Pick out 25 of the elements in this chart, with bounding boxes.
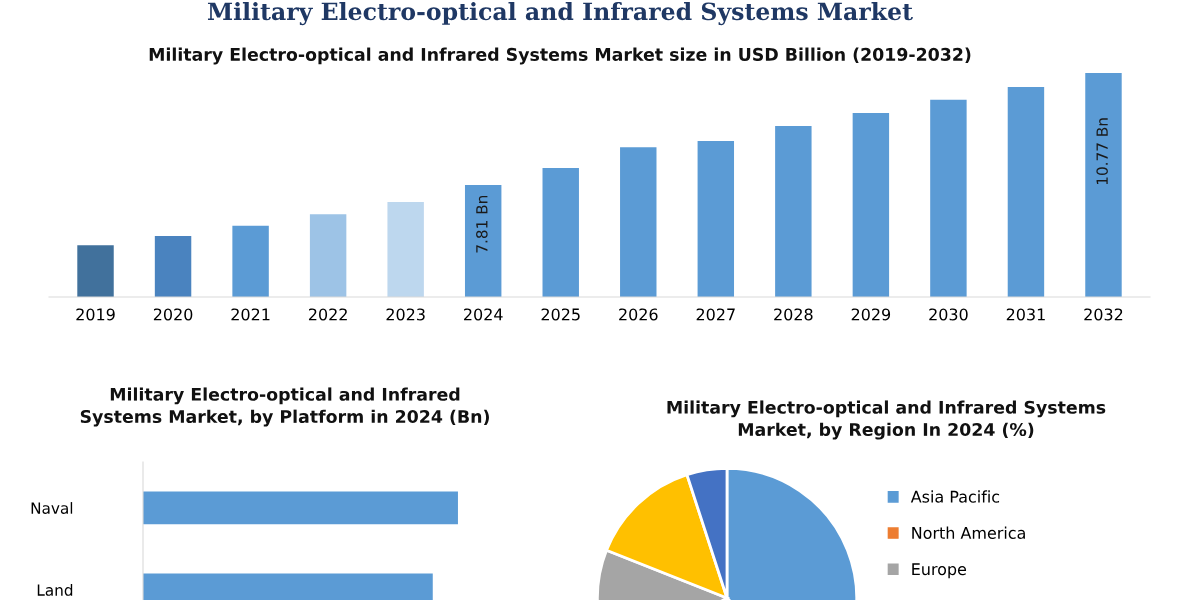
legend-label: North America (912, 526, 1025, 539)
data-label: 10.77 Bn (1096, 118, 1108, 185)
x-tick-label: 2020 (153, 308, 193, 321)
y-tick-label: Naval (31, 502, 73, 514)
x-tick-label: 2026 (619, 308, 658, 321)
chart-title: Military Electro-optical and Infrared Systems Market (207, 2, 913, 26)
x-tick-label: 2030 (929, 308, 968, 321)
x-tick-label: 2021 (231, 308, 270, 321)
chart-title: Military Electro-optical and Infrared Systems Market, by Platform in 2024 (Bn) (80, 387, 489, 427)
data-label: 7.81 Bn (476, 195, 488, 253)
x-tick-label: 2019 (76, 308, 115, 321)
legend-label: Asia Pacific (910, 490, 1000, 503)
x-tick-label: 2025 (541, 308, 580, 321)
chart-subtitle: Military Electro-optical and Infrared Systems Market size in USD Billion (2019-2032) (149, 47, 971, 65)
y-tick-label: Land (37, 584, 73, 596)
x-tick-label: 2029 (851, 308, 891, 321)
x-tick-label: 2024 (464, 308, 503, 321)
x-tick-label: 2023 (386, 308, 425, 321)
x-tick-label: 2032 (1084, 308, 1123, 321)
chart-title: Military Electro-optical and Infrared Systems Market, by Region In 2024 (%) (667, 400, 1106, 440)
x-tick-label: 2028 (774, 308, 813, 321)
x-tick-label: 2022 (308, 308, 347, 321)
x-tick-label: 2031 (1006, 308, 1045, 321)
legend-label: Europe (912, 563, 967, 579)
x-tick-label: 2027 (696, 308, 735, 321)
